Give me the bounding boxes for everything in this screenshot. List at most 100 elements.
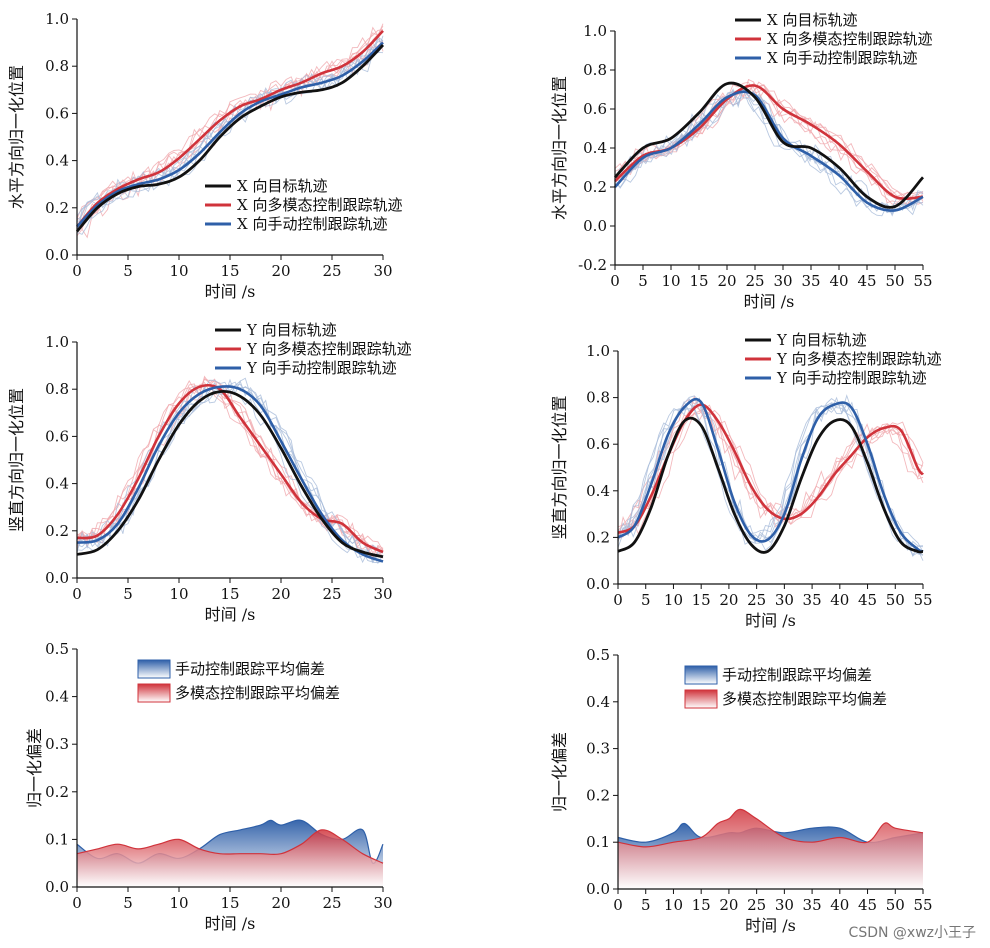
x-axis-label: 时间 /s [205,914,256,933]
x-tick-label: 10 [169,894,188,912]
x-tick-label: 15 [220,585,239,603]
x-tick-label: 30 [775,591,794,609]
x-tick-label: 35 [803,896,822,914]
x-tick-label: 5 [638,272,648,290]
legend-label: 多模态控制跟踪平均偏差 [722,690,887,708]
y-tick-label: 0.8 [583,61,607,79]
trial-line [617,397,924,558]
y-tick-label: 0.3 [586,740,610,758]
y-axis-label: 竖直方向归一化位置 [550,395,569,539]
trial-line [76,384,384,565]
y-tick-label: 0.5 [45,640,69,658]
y-axis-label: 归一化偏差 [550,732,569,812]
x-tick-label: 30 [373,262,392,280]
y-tick-label: 0.4 [586,482,610,500]
y-tick-label: 0.1 [586,833,610,851]
series-line [614,90,924,212]
x-tick-label: 15 [692,591,711,609]
y-tick-label: 0.1 [45,830,69,848]
x-tick-label: 5 [641,591,651,609]
legend-label: 多模态控制跟踪平均偏差 [175,684,340,702]
x-axis-label: 时间 /s [205,605,256,624]
y-tick-label: 0.8 [586,389,610,407]
x-tick-label: 25 [747,896,766,914]
y-axis-label: 水平方向归一化位置 [7,65,26,209]
series-line [76,385,384,563]
legend-label: Y 向目标轨迹 [776,331,867,349]
x-tick-label: 10 [169,585,188,603]
x-tick-label: 10 [169,262,188,280]
y-tick-label: 0.6 [583,100,607,118]
y-axis-label: 水平方向归一化位置 [550,76,569,220]
x-tick-label: 10 [664,591,683,609]
x-tick-label: 0 [613,896,623,914]
y-tick-label: 0.2 [586,528,610,546]
series-line [617,808,924,848]
series-line [617,397,924,553]
x-tick-label: 20 [271,894,290,912]
y-tick-label: 0.0 [45,246,69,264]
series-line [76,41,384,228]
y-tick-label: 0.4 [586,693,610,711]
legend-label: X 向手动控制跟踪轨迹 [237,215,387,233]
legend-swatch [137,659,171,679]
x-tick-label: 25 [322,262,341,280]
chart-p1: 0 5 10 15 20 25 30 0.0 0.2 0.4 0.6 0.8 1.0 时间 /s 水平方向归… [7,10,402,301]
y-tick-label: 0.4 [45,475,69,493]
y-tick-label: 1.0 [586,342,610,360]
y-tick-label: 0.5 [586,646,610,664]
x-tick-label: 55 [913,272,932,290]
legend-swatch [684,689,718,709]
y-tick-label: 0.2 [45,199,69,217]
x-axis-label: 时间 /s [744,292,795,311]
y-tick-label: 0.2 [45,522,69,540]
x-tick-label: 30 [373,894,392,912]
x-tick-label: 50 [886,896,905,914]
trial-line [617,402,924,556]
x-tick-label: 0 [72,894,82,912]
legend-label: 手动控制跟踪平均偏差 [722,666,872,684]
legend-label: Y 向手动控制跟踪轨迹 [246,359,397,377]
trial-line [614,84,924,198]
trial-line [617,402,924,551]
chart-p4: 0 5 10 15 20 25 30 35 40 45 50 55 0.0 0.2 0.4 0.6 0.8 1.0… [550,331,942,630]
x-tick-label: 25 [745,272,764,290]
x-tick-label: 55 [913,896,932,914]
series-line [617,416,924,554]
x-axis-label: 时间 /s [745,916,796,935]
legend-label: 手动控制跟踪平均偏差 [175,660,325,678]
series-line [75,44,385,233]
legend-label: Y 向多模态控制跟踪轨迹 [776,350,942,368]
y-tick-label: 0.8 [45,380,69,398]
series-line [76,29,384,228]
chart-p2: 0 5 10 15 20 25 30 35 40 45 50 55 -0.2 0.0 0.2 0.4 0.6 0.… [550,11,933,311]
legend-label: X 向目标轨迹 [767,11,857,29]
y-tick-label: 0.2 [45,783,69,801]
y-axis-label: 归一化偏差 [25,728,44,808]
legend-swatch [684,665,718,685]
x-axis-label: 时间 /s [205,282,256,301]
legend-label: X 向多模态控制跟踪轨迹 [237,196,402,214]
chart-p6: 0 5 10 15 20 25 30 35 40 45 50 55 0.0 0.1 0.2 0.3 0.4 0.5… [550,646,933,935]
y-tick-label: 0.0 [583,217,607,235]
x-tick-label: 25 [322,585,341,603]
trial-line [76,378,384,559]
series-area [77,829,383,887]
x-tick-label: 35 [803,591,822,609]
y-tick-label: 0.0 [586,880,610,898]
x-tick-label: 30 [373,585,392,603]
y-tick-label: 0.0 [586,575,610,593]
x-tick-label: 0 [613,591,623,609]
y-tick-label: 0.6 [45,427,69,445]
x-tick-label: 5 [123,585,133,603]
x-tick-label: 40 [830,896,849,914]
chart-p5: 0 5 10 15 20 25 30 0.0 0.1 0.2 0.3 0.4 0.5 时间 /s 归一化偏差… [25,640,393,933]
legend-label: Y 向目标轨迹 [246,321,337,339]
trial-line [76,33,384,239]
legend-swatch [137,683,171,703]
x-tick-label: 5 [123,894,133,912]
x-tick-label: 55 [913,591,932,609]
x-tick-label: 40 [829,272,848,290]
x-tick-label: 20 [717,272,736,290]
